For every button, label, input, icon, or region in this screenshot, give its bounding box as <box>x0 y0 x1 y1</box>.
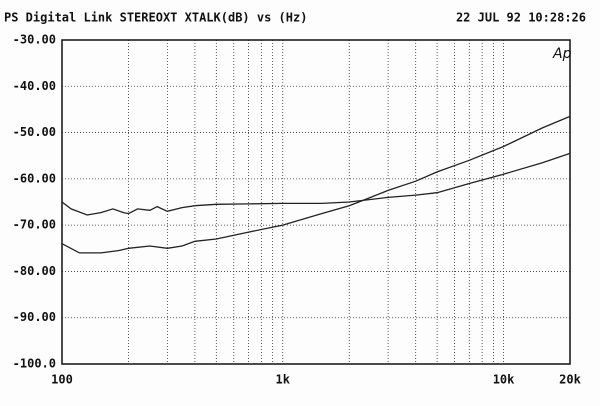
y-tick-label: -70.00 <box>13 218 56 232</box>
timestamp: 22 JUL 92 10:28:26 <box>456 11 586 25</box>
series-line <box>61 152 571 216</box>
y-tick-label: -50.00 <box>13 125 56 139</box>
y-tick-label: -30.00 <box>13 33 56 47</box>
x-tick-label: 20k <box>559 373 581 387</box>
y-tick-label: -90.00 <box>13 310 56 324</box>
y-tick-label: -60.00 <box>13 171 56 185</box>
x-tick-label: 100 <box>51 373 73 387</box>
chart-title: PS Digital Link STEREOXT XTALK(dB) vs (H… <box>4 11 307 25</box>
x-tick-label: 1k <box>276 373 291 387</box>
logo: Ap <box>552 46 572 62</box>
y-tick-label: -100.0 <box>13 357 56 371</box>
series-line <box>61 115 571 254</box>
y-tick-label: -80.00 <box>13 264 56 278</box>
y-tick-label: -40.00 <box>13 79 56 93</box>
x-tick-label: 10k <box>493 373 515 387</box>
